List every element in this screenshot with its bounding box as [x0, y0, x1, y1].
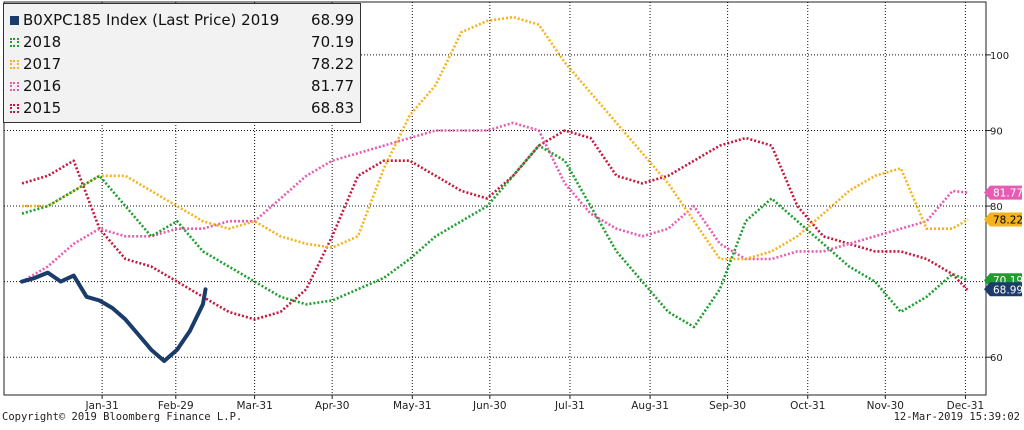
legend-value-2015: 68.83 [311, 99, 354, 117]
series-line-2018 [21, 144, 969, 329]
value-label-text: 78.22 [993, 215, 1023, 227]
legend-swatch-2017 [10, 59, 19, 69]
copyright-text: Copyright© 2019 Bloomberg Finance L.P. [2, 411, 243, 423]
legend-name-2015: 2015 [23, 99, 62, 117]
x-tick-label: Sep-30 [709, 400, 746, 412]
legend-name-2018: 2018 [23, 33, 62, 51]
legend: B0XPC185 Index (Last Price) 2019 68.99 2… [3, 3, 361, 123]
right-value-label: 78.22 [984, 212, 1023, 227]
timestamp-text: 12-Mar-2019 15:39:02 [893, 411, 1020, 423]
y-tick-label: 90 [990, 126, 1003, 137]
legend-name-2019: B0XPC185 Index (Last Price) 2019 [23, 11, 280, 29]
series-line-2017 [22, 15, 969, 261]
right-value-label: 68.99 [984, 282, 1023, 297]
value-label-text: 68.99 [993, 284, 1023, 296]
x-tick-label: Oct-31 [790, 400, 825, 412]
legend-swatch-2015 [10, 103, 19, 113]
series-line-2016 [21, 121, 969, 283]
x-tick-label: Jan-31 [84, 400, 118, 412]
legend-swatch-2019 [10, 15, 19, 25]
y-tick-label: 100 [990, 51, 1009, 62]
x-tick-label: Apr-30 [315, 400, 350, 412]
legend-value-2016: 81.77 [311, 77, 354, 95]
series-line-b0xpc185-index-last-price-2019 [20, 270, 208, 363]
legend-value-2017: 78.22 [311, 55, 354, 73]
legend-swatch-2016 [10, 81, 19, 91]
legend-item-2017: 2017 78.22 [10, 53, 354, 75]
legend-item-2018: 2018 70.19 [10, 31, 354, 53]
legend-value-2019: 68.99 [311, 11, 354, 29]
legend-name-2017: 2017 [23, 55, 62, 73]
grid-layer [4, 2, 986, 395]
x-tick-label: Jun-30 [472, 400, 507, 412]
x-tick-label: Nov-30 [867, 400, 904, 412]
x-tick-label: Jul-31 [554, 400, 585, 412]
x-tick-label: Feb-29 [158, 400, 194, 412]
value-label-text: 81.77 [993, 188, 1023, 200]
y-tick-label: 80 [990, 202, 1003, 213]
x-tick-label: Mar-31 [236, 400, 272, 412]
value-label-box [984, 212, 1022, 227]
value-label-box [984, 185, 1022, 200]
x-tick-label: Aug-31 [631, 400, 669, 412]
value-label-box [984, 282, 1022, 297]
legend-value-2018: 70.19 [311, 33, 354, 51]
legend-item-2019: B0XPC185 Index (Last Price) 2019 68.99 [10, 9, 354, 31]
x-tick-label: Dec-31 [947, 400, 984, 412]
legend-item-2015: 2015 68.83 [10, 97, 354, 119]
series-line-2015 [21, 129, 969, 321]
x-tick-label: May-31 [393, 400, 432, 412]
legend-swatch-2018 [10, 37, 19, 47]
y-tick-label: 60 [990, 353, 1003, 364]
right-value-label: 81.77 [984, 185, 1023, 200]
legend-name-2016: 2016 [23, 77, 62, 95]
series-layer [20, 15, 969, 363]
legend-item-2016: 2016 81.77 [10, 75, 354, 97]
